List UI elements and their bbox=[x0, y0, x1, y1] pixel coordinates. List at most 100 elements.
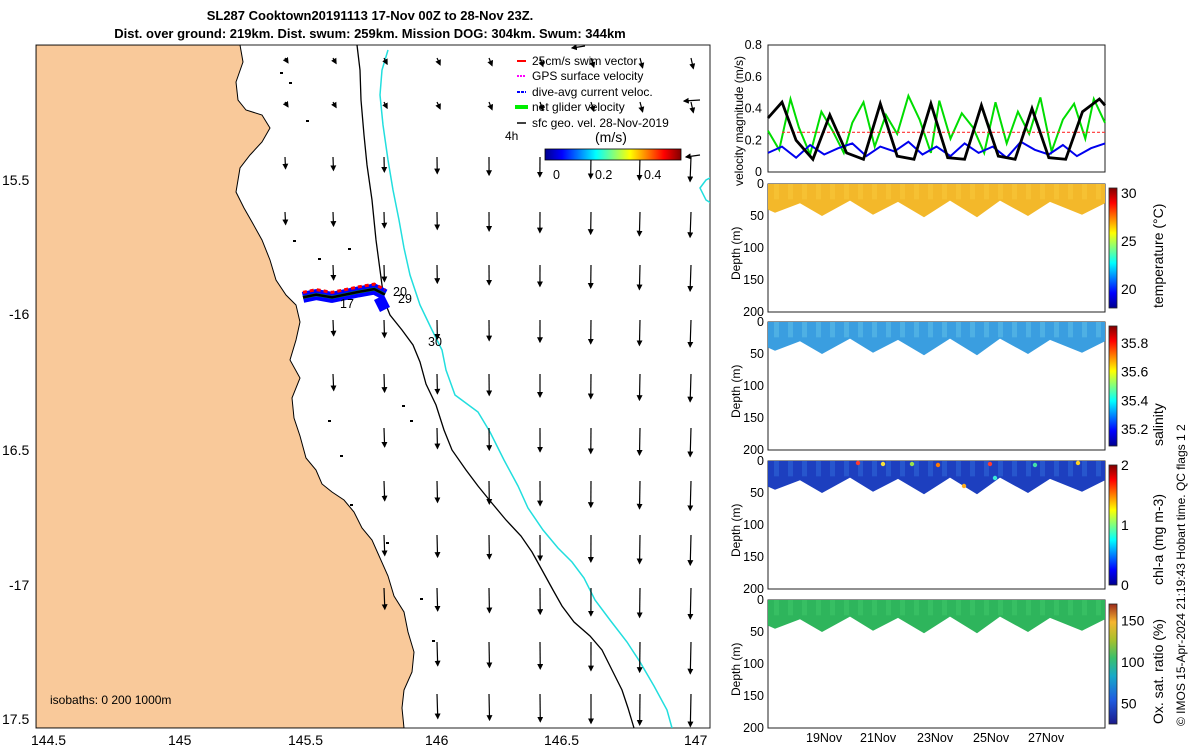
salinity-texture bbox=[998, 322, 1003, 338]
current-arrow bbox=[434, 480, 441, 504]
isobath-0m-islet bbox=[318, 258, 321, 260]
temperature-texture bbox=[1054, 184, 1059, 200]
current-arrow bbox=[687, 587, 694, 620]
chla-texture bbox=[970, 461, 975, 477]
chla-texture bbox=[1082, 461, 1087, 477]
legend-sfc-geo: sfc geo. vel. 28-Nov-2019 bbox=[517, 116, 669, 130]
current-arrow bbox=[689, 57, 696, 70]
temperature-texture bbox=[928, 184, 933, 200]
oxygen-texture bbox=[998, 600, 1003, 616]
map-x-tick: 145.5 bbox=[288, 732, 323, 748]
oxygen-ylabel: Depth (m) bbox=[729, 643, 743, 696]
glider-track bbox=[301, 282, 390, 312]
salinity-texture bbox=[956, 322, 961, 338]
current-arrow bbox=[589, 57, 596, 69]
chla-texture bbox=[928, 461, 933, 477]
chla-texture bbox=[830, 461, 835, 477]
oxygen-y-tick: 0 bbox=[757, 593, 764, 607]
salinity-texture bbox=[1040, 322, 1045, 338]
chla-y-tick: 0 bbox=[757, 454, 764, 468]
salinity-colorbar-tick: 35.6 bbox=[1121, 364, 1148, 380]
chla-texture bbox=[872, 461, 877, 477]
legend-gps-velocity: GPS surface velocity bbox=[517, 69, 643, 83]
chla-texture bbox=[774, 461, 779, 477]
isobath-0m-islet bbox=[410, 420, 413, 422]
chla-texture bbox=[914, 461, 919, 477]
salinity-y-tick: 0 bbox=[757, 315, 764, 329]
oxygen-texture bbox=[1054, 600, 1059, 616]
current-arrow bbox=[382, 57, 388, 66]
isobath-0m-islet bbox=[402, 405, 405, 407]
current-arrow bbox=[589, 101, 596, 113]
current-arrow bbox=[538, 101, 545, 112]
oxygen-colorbar bbox=[1108, 603, 1118, 725]
track-end-cluster bbox=[374, 295, 390, 312]
title-line-1: SL287 Cooktown20191113 17-Nov 00Z to 28-… bbox=[206, 8, 534, 23]
current-arrow bbox=[434, 587, 441, 612]
oxygen-texture bbox=[970, 600, 975, 616]
temperature-texture bbox=[956, 184, 961, 200]
current-arrow bbox=[381, 427, 388, 448]
oxygen-colorbar-tick: 50 bbox=[1121, 695, 1137, 711]
chla-hotspot bbox=[992, 475, 998, 481]
salinity-texture bbox=[1012, 322, 1017, 338]
temperature-texture bbox=[1082, 184, 1087, 200]
current-arrow bbox=[381, 587, 388, 611]
salinity-texture bbox=[830, 322, 835, 338]
chla-texture bbox=[998, 461, 1003, 477]
salinity-colorbar-tick: 35.4 bbox=[1121, 392, 1148, 408]
salinity-texture bbox=[984, 322, 989, 338]
temperature-y-tick: 0 bbox=[757, 177, 764, 191]
chla-colorbar-tick: 2 bbox=[1121, 457, 1129, 473]
current-arrow bbox=[570, 45, 586, 51]
current-arrow bbox=[330, 319, 337, 337]
current-arrow bbox=[636, 319, 643, 347]
map-x-axis: 144.5 145 145.5 146 146.5 147 bbox=[31, 732, 708, 748]
temperature-panel: 0 50 100 150 200 Depth (m) 30 25 20 temperature (… bbox=[729, 177, 1166, 319]
temperature-colorbar-label: temperature (°C) bbox=[1150, 204, 1166, 308]
current-arrow bbox=[435, 57, 441, 66]
chla-hotspot bbox=[961, 483, 967, 489]
current-arrow bbox=[687, 156, 694, 183]
current-arrow bbox=[282, 101, 289, 108]
current-arrow bbox=[687, 427, 694, 458]
salinity-texture bbox=[942, 322, 947, 338]
velocity-y-tick: 0.4 bbox=[745, 102, 762, 116]
current-arrow bbox=[638, 57, 645, 69]
temperature-y-tick: 150 bbox=[743, 273, 764, 287]
salinity-y-tick: 150 bbox=[743, 411, 764, 425]
temperature-y-tick: 50 bbox=[750, 209, 764, 223]
temperature-section bbox=[768, 184, 1105, 218]
oxygen-y-tick: 50 bbox=[750, 625, 764, 639]
temperature-texture bbox=[844, 184, 849, 200]
oxygen-texture bbox=[1012, 600, 1017, 616]
chla-texture bbox=[900, 461, 905, 477]
chla-texture bbox=[1026, 461, 1031, 477]
current-arrow bbox=[282, 156, 289, 170]
oxygen-colorbar-tick: 150 bbox=[1121, 613, 1145, 629]
isobath-0m-islet bbox=[348, 248, 351, 250]
current-arrow bbox=[636, 427, 643, 456]
oxygen-texture bbox=[816, 600, 821, 616]
temperature-texture bbox=[998, 184, 1003, 200]
temperature-y-tick: 100 bbox=[743, 241, 764, 255]
oxygen-texture bbox=[788, 600, 793, 616]
temperature-texture bbox=[1068, 184, 1073, 200]
current-arrow bbox=[434, 641, 441, 667]
temperature-colorbar-tick: 25 bbox=[1121, 233, 1137, 249]
oxygen-texture bbox=[942, 600, 947, 616]
salinity-colorbar bbox=[1108, 325, 1118, 447]
contour-label: 30 bbox=[428, 335, 442, 349]
salinity-texture bbox=[844, 322, 849, 338]
current-arrow bbox=[382, 101, 388, 110]
velocity-y-tick: 0.8 bbox=[745, 38, 762, 52]
time-tick: 23Nov bbox=[917, 731, 954, 745]
chla-texture bbox=[816, 461, 821, 477]
oxygen-texture bbox=[774, 600, 779, 616]
velocity-y-tick: 0.2 bbox=[745, 133, 762, 147]
isobath-1000m bbox=[379, 49, 673, 728]
map-colorbar-tick-2: 0.4 bbox=[644, 168, 661, 182]
chla-y-tick: 50 bbox=[750, 486, 764, 500]
